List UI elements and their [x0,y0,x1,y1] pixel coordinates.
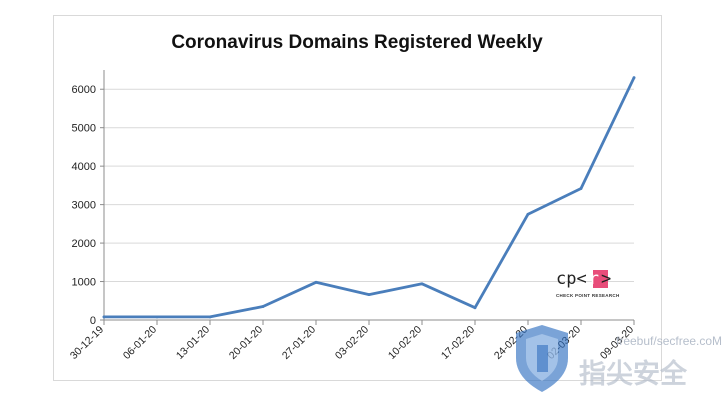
watermark-large-text: 指尖安全 [579,358,688,390]
data-point [102,315,106,319]
x-tick-label: 17-02-20 [439,324,477,362]
data-point [155,315,159,319]
data-point [420,282,424,286]
logo-subtext: CHECK POINT RESEARCH [556,293,620,298]
x-tick-label: 06-01-20 [121,324,159,362]
x-tick-label: 30-12-19 [68,324,106,362]
series-line [102,76,636,319]
series-layer [102,76,636,319]
y-tick-label: 0 [90,315,96,327]
logo-text: cp< r > [556,269,611,289]
y-tick-label: 4000 [72,161,96,173]
shield-icon [516,325,568,392]
watermark: freebuf/secfree.coM 指尖安全 [516,325,722,392]
chart-title: Coronavirus Domains Registered Weekly [171,32,543,53]
logo-accent-box [593,270,608,288]
axes [100,70,635,325]
data-point [261,305,265,308]
data-point [632,76,636,80]
y-tick-label: 1000 [72,277,96,289]
y-tick-label: 6000 [72,84,96,96]
y-tick-label: 2000 [72,238,96,250]
data-point [579,187,583,190]
x-tick-label: 10-02-20 [386,324,424,362]
data-point [367,293,371,297]
x-tick-label: 20-01-20 [227,324,265,362]
data-point [314,280,318,284]
data-point [526,212,530,216]
y-tick-label: 3000 [72,200,96,212]
data-point [473,306,477,310]
x-tick-label: 27-01-20 [280,324,318,362]
y-tick-label: 5000 [72,123,96,135]
x-tick-label: 13-01-20 [174,324,212,362]
x-tick-label: 03-02-20 [333,324,371,362]
y-axis-ticks: 0 1000 2000 3000 4000 5000 6000 [72,84,96,327]
check-point-research-logo: cp< r > CHECK POINT RESEARCH [556,269,620,298]
data-point [208,315,212,319]
watermark-small-text: freebuf/secfree.coM [616,334,722,348]
gridlines [104,88,634,283]
